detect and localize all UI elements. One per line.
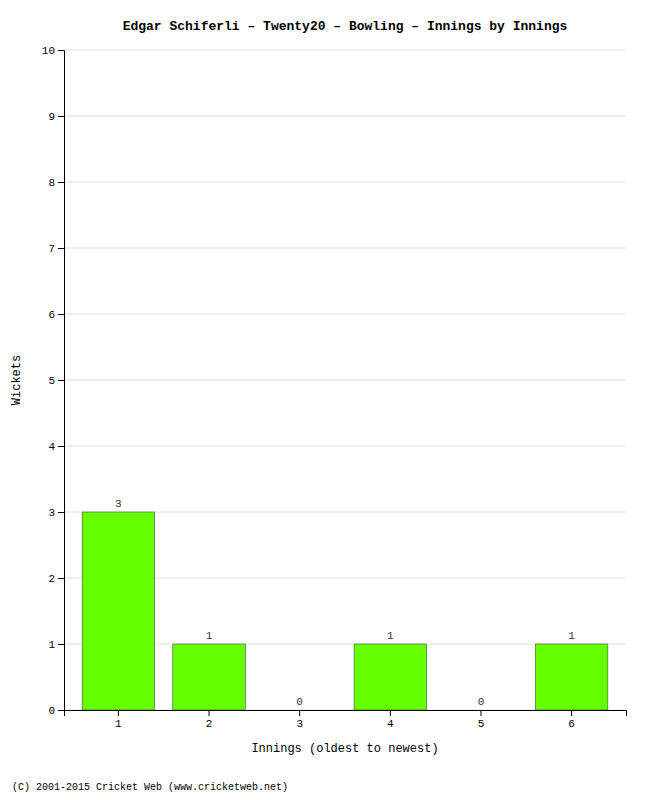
tick-label: 5 — [478, 718, 485, 730]
plot-area: 123456012345678910310101 — [42, 45, 627, 730]
tick: 10 — [42, 45, 64, 57]
bar — [173, 644, 246, 710]
title: Edgar Schiferli – Twenty20 – Bowling – I… — [123, 19, 568, 34]
data-label: 1 — [387, 630, 394, 642]
tick-label: 9 — [48, 111, 55, 123]
tick-mark — [58, 512, 64, 513]
tick-label: 4 — [48, 441, 55, 453]
tick-mark — [118, 710, 119, 716]
tick-mark — [480, 710, 481, 716]
tick-label: 3 — [48, 507, 55, 519]
tick: 2 — [48, 573, 64, 585]
axis-line — [58, 51, 65, 711]
bars — [82, 512, 608, 710]
tick-label: 1 — [48, 639, 55, 651]
tick: 1 — [115, 710, 122, 730]
grid-line — [64, 446, 626, 447]
grid-line — [64, 50, 626, 51]
tick: 2 — [206, 710, 213, 730]
tick: 4 — [387, 710, 394, 730]
tick: 6 — [48, 309, 64, 321]
tick: 7 — [48, 243, 64, 255]
data-label: 1 — [568, 630, 575, 642]
data-labels: 3 1 0 1 0 1 — [115, 498, 575, 708]
grid — [64, 50, 626, 710]
tick-mark — [209, 710, 210, 716]
tick-mark — [58, 314, 64, 315]
tick: 5 — [48, 375, 64, 387]
data-label: 3 — [115, 498, 122, 510]
tick-label: 10 — [42, 45, 55, 57]
grid-line — [64, 314, 626, 315]
tick-mark — [58, 644, 64, 645]
tick: 5 — [478, 710, 485, 730]
data-label: 0 — [296, 696, 303, 708]
tick-mark — [390, 710, 391, 716]
tick-mark — [58, 446, 64, 447]
tick: 3 — [296, 710, 303, 730]
tick-label: 7 — [48, 243, 55, 255]
grid-line — [64, 182, 626, 183]
tick-label: 4 — [387, 718, 394, 730]
y-axis: 0 1 2 3 4 5 6 7 8 9 10 — [42, 45, 65, 717]
tick-mark — [58, 380, 64, 381]
x-axis: 1 2 3 4 5 6 — [65, 710, 627, 730]
tick-label: 2 — [48, 573, 55, 585]
bar — [535, 644, 608, 710]
tick: 0 — [48, 705, 64, 717]
tick: 3 — [48, 507, 64, 519]
tick-mark — [58, 182, 64, 183]
tick: 1 — [48, 639, 64, 651]
tick-mark — [58, 710, 64, 711]
tick-label: 8 — [48, 177, 55, 189]
tick-label: 6 — [568, 718, 575, 730]
tick: 4 — [48, 441, 64, 453]
tick-mark — [58, 248, 64, 249]
tick-mark — [571, 710, 572, 716]
axis-line — [65, 711, 627, 717]
footer: (C) 2001-2015 Cricket Web (www.cricketwe… — [12, 782, 288, 793]
grid-line — [64, 116, 626, 117]
y-axis-title: Wickets — [10, 355, 24, 405]
bar — [445, 710, 518, 711]
tick: 6 — [568, 710, 575, 730]
data-label: 0 — [478, 696, 485, 708]
x-axis-title: Innings (oldest to newest) — [251, 742, 438, 756]
tick-label: 3 — [296, 718, 303, 730]
grid-line — [64, 248, 626, 249]
tick-mark — [58, 578, 64, 579]
tick-label: 1 — [115, 718, 122, 730]
bar — [263, 710, 336, 711]
tick-label: 5 — [48, 375, 55, 387]
tick: 9 — [48, 111, 64, 123]
tick-mark — [58, 116, 64, 117]
tick-label: 0 — [48, 705, 55, 717]
chart: 123456012345678910310101Edgar Schiferli … — [0, 0, 650, 800]
tick-label: 6 — [48, 309, 55, 321]
data-label: 1 — [206, 630, 213, 642]
tick-label: 2 — [206, 718, 213, 730]
bar — [82, 512, 155, 710]
tick-mark — [58, 50, 64, 51]
grid-line — [64, 380, 626, 381]
tick-mark — [299, 710, 300, 716]
bar — [354, 644, 427, 710]
tick: 8 — [48, 177, 64, 189]
